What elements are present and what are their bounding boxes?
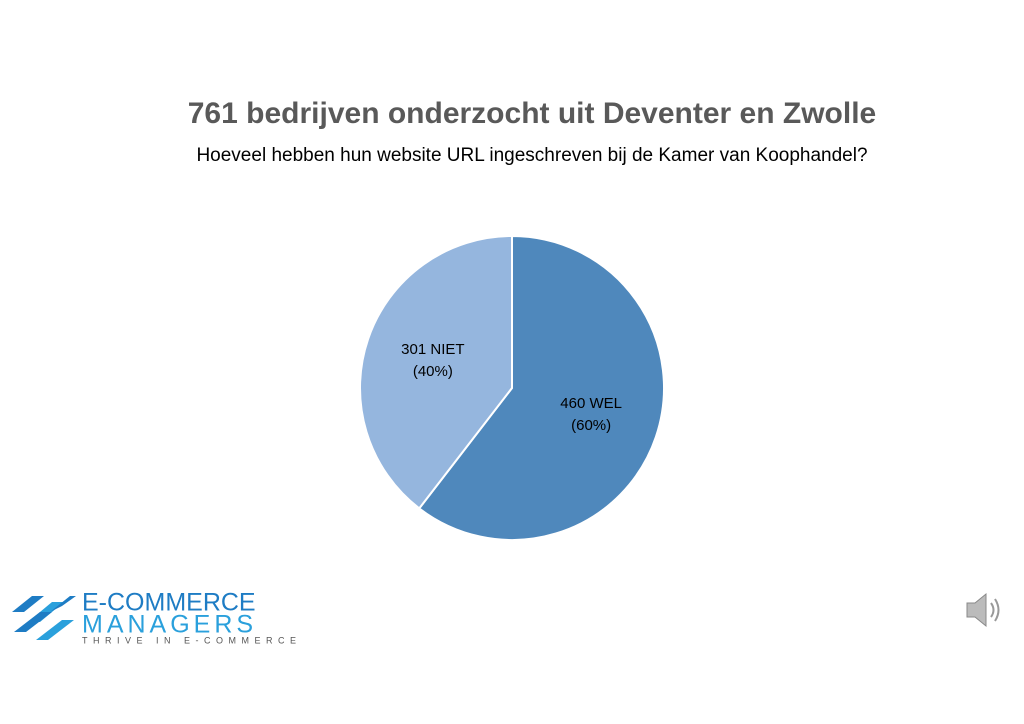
logo-shape (12, 596, 44, 612)
speaker (966, 592, 987, 628)
data-label: (40%) (413, 363, 453, 380)
logo-tagline: THRIVE IN E-COMMERCE (82, 635, 302, 645)
pie-slice (359, 234, 513, 510)
chart-title: 761 bedrijven onderzocht uit Deventer en… (188, 97, 877, 130)
logo-name: MANAGERS (82, 611, 257, 639)
data-label: 460 WEL (560, 395, 622, 412)
chart-subtitle: Hoeveel hebben hun website URL ingeschre… (196, 145, 867, 166)
data-label: 301 NIET (401, 341, 464, 358)
logo-name: E-COMMERCE (82, 589, 256, 617)
logo-shape (14, 612, 52, 632)
logo-shape (50, 596, 76, 612)
logo: E-COMMERCE MANAGERS THRIVE IN E-COMMERCE (12, 589, 302, 645)
data-label: (60%) (571, 417, 611, 434)
sound-waves (990, 598, 1000, 622)
pie-slice (417, 234, 665, 541)
logo-shape (36, 620, 74, 640)
speaker-icon (966, 592, 1000, 628)
